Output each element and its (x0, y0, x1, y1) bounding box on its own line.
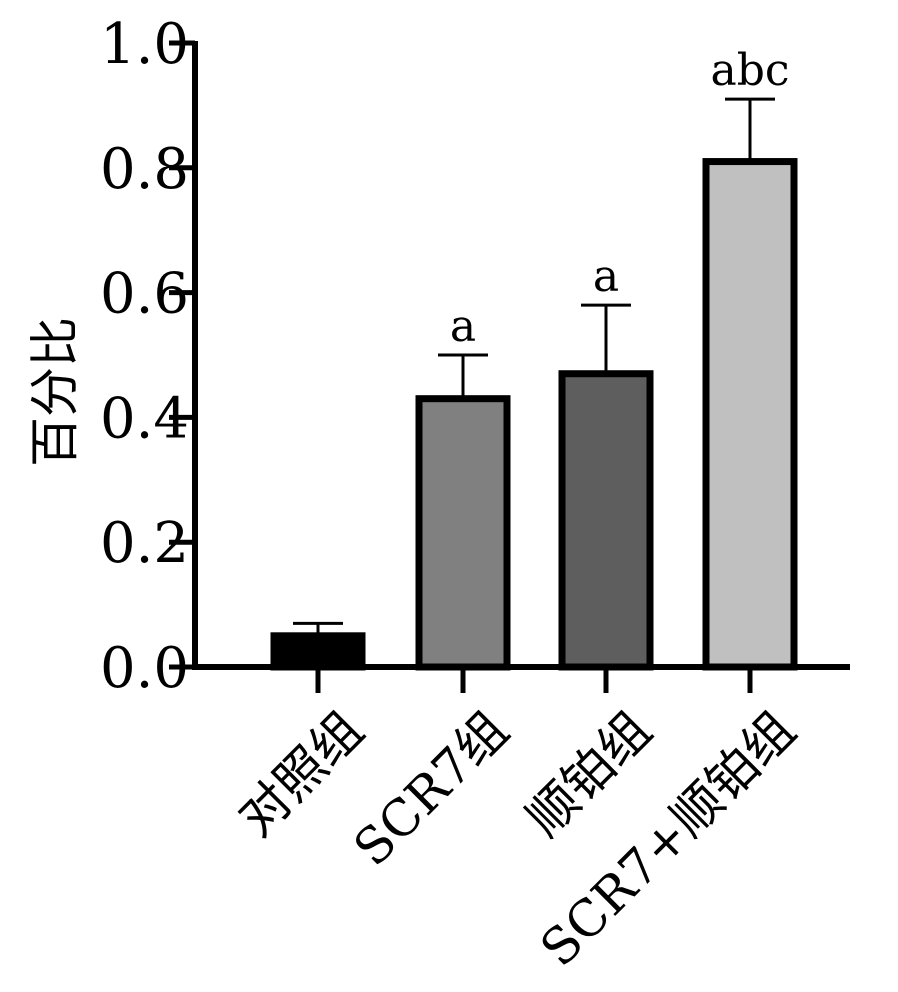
y-tick-label: 0.0 (100, 636, 189, 701)
bar (558, 370, 654, 671)
x-category-label: SCR7组 (343, 700, 520, 877)
bars: a a abc (270, 45, 798, 671)
y-axis: 0.0 0.2 0.4 0.6 0.8 1.0 (100, 12, 198, 701)
y-axis-label: 百分比 (26, 317, 84, 467)
y-tick-label: 1.0 (100, 12, 189, 77)
y-tick-label: 0.8 (100, 137, 189, 202)
significance-label: a (593, 251, 619, 302)
bar (415, 395, 511, 671)
y-tick-label: 0.2 (100, 511, 189, 576)
y-tick-label: 0.4 (100, 386, 189, 451)
y-tick-label: 0.6 (100, 262, 189, 327)
significance-label: abc (710, 45, 789, 96)
bar (702, 158, 798, 671)
x-category-label: SCR7+顺铂组 (529, 700, 806, 977)
significance-label: a (450, 301, 476, 352)
bar (270, 632, 366, 671)
